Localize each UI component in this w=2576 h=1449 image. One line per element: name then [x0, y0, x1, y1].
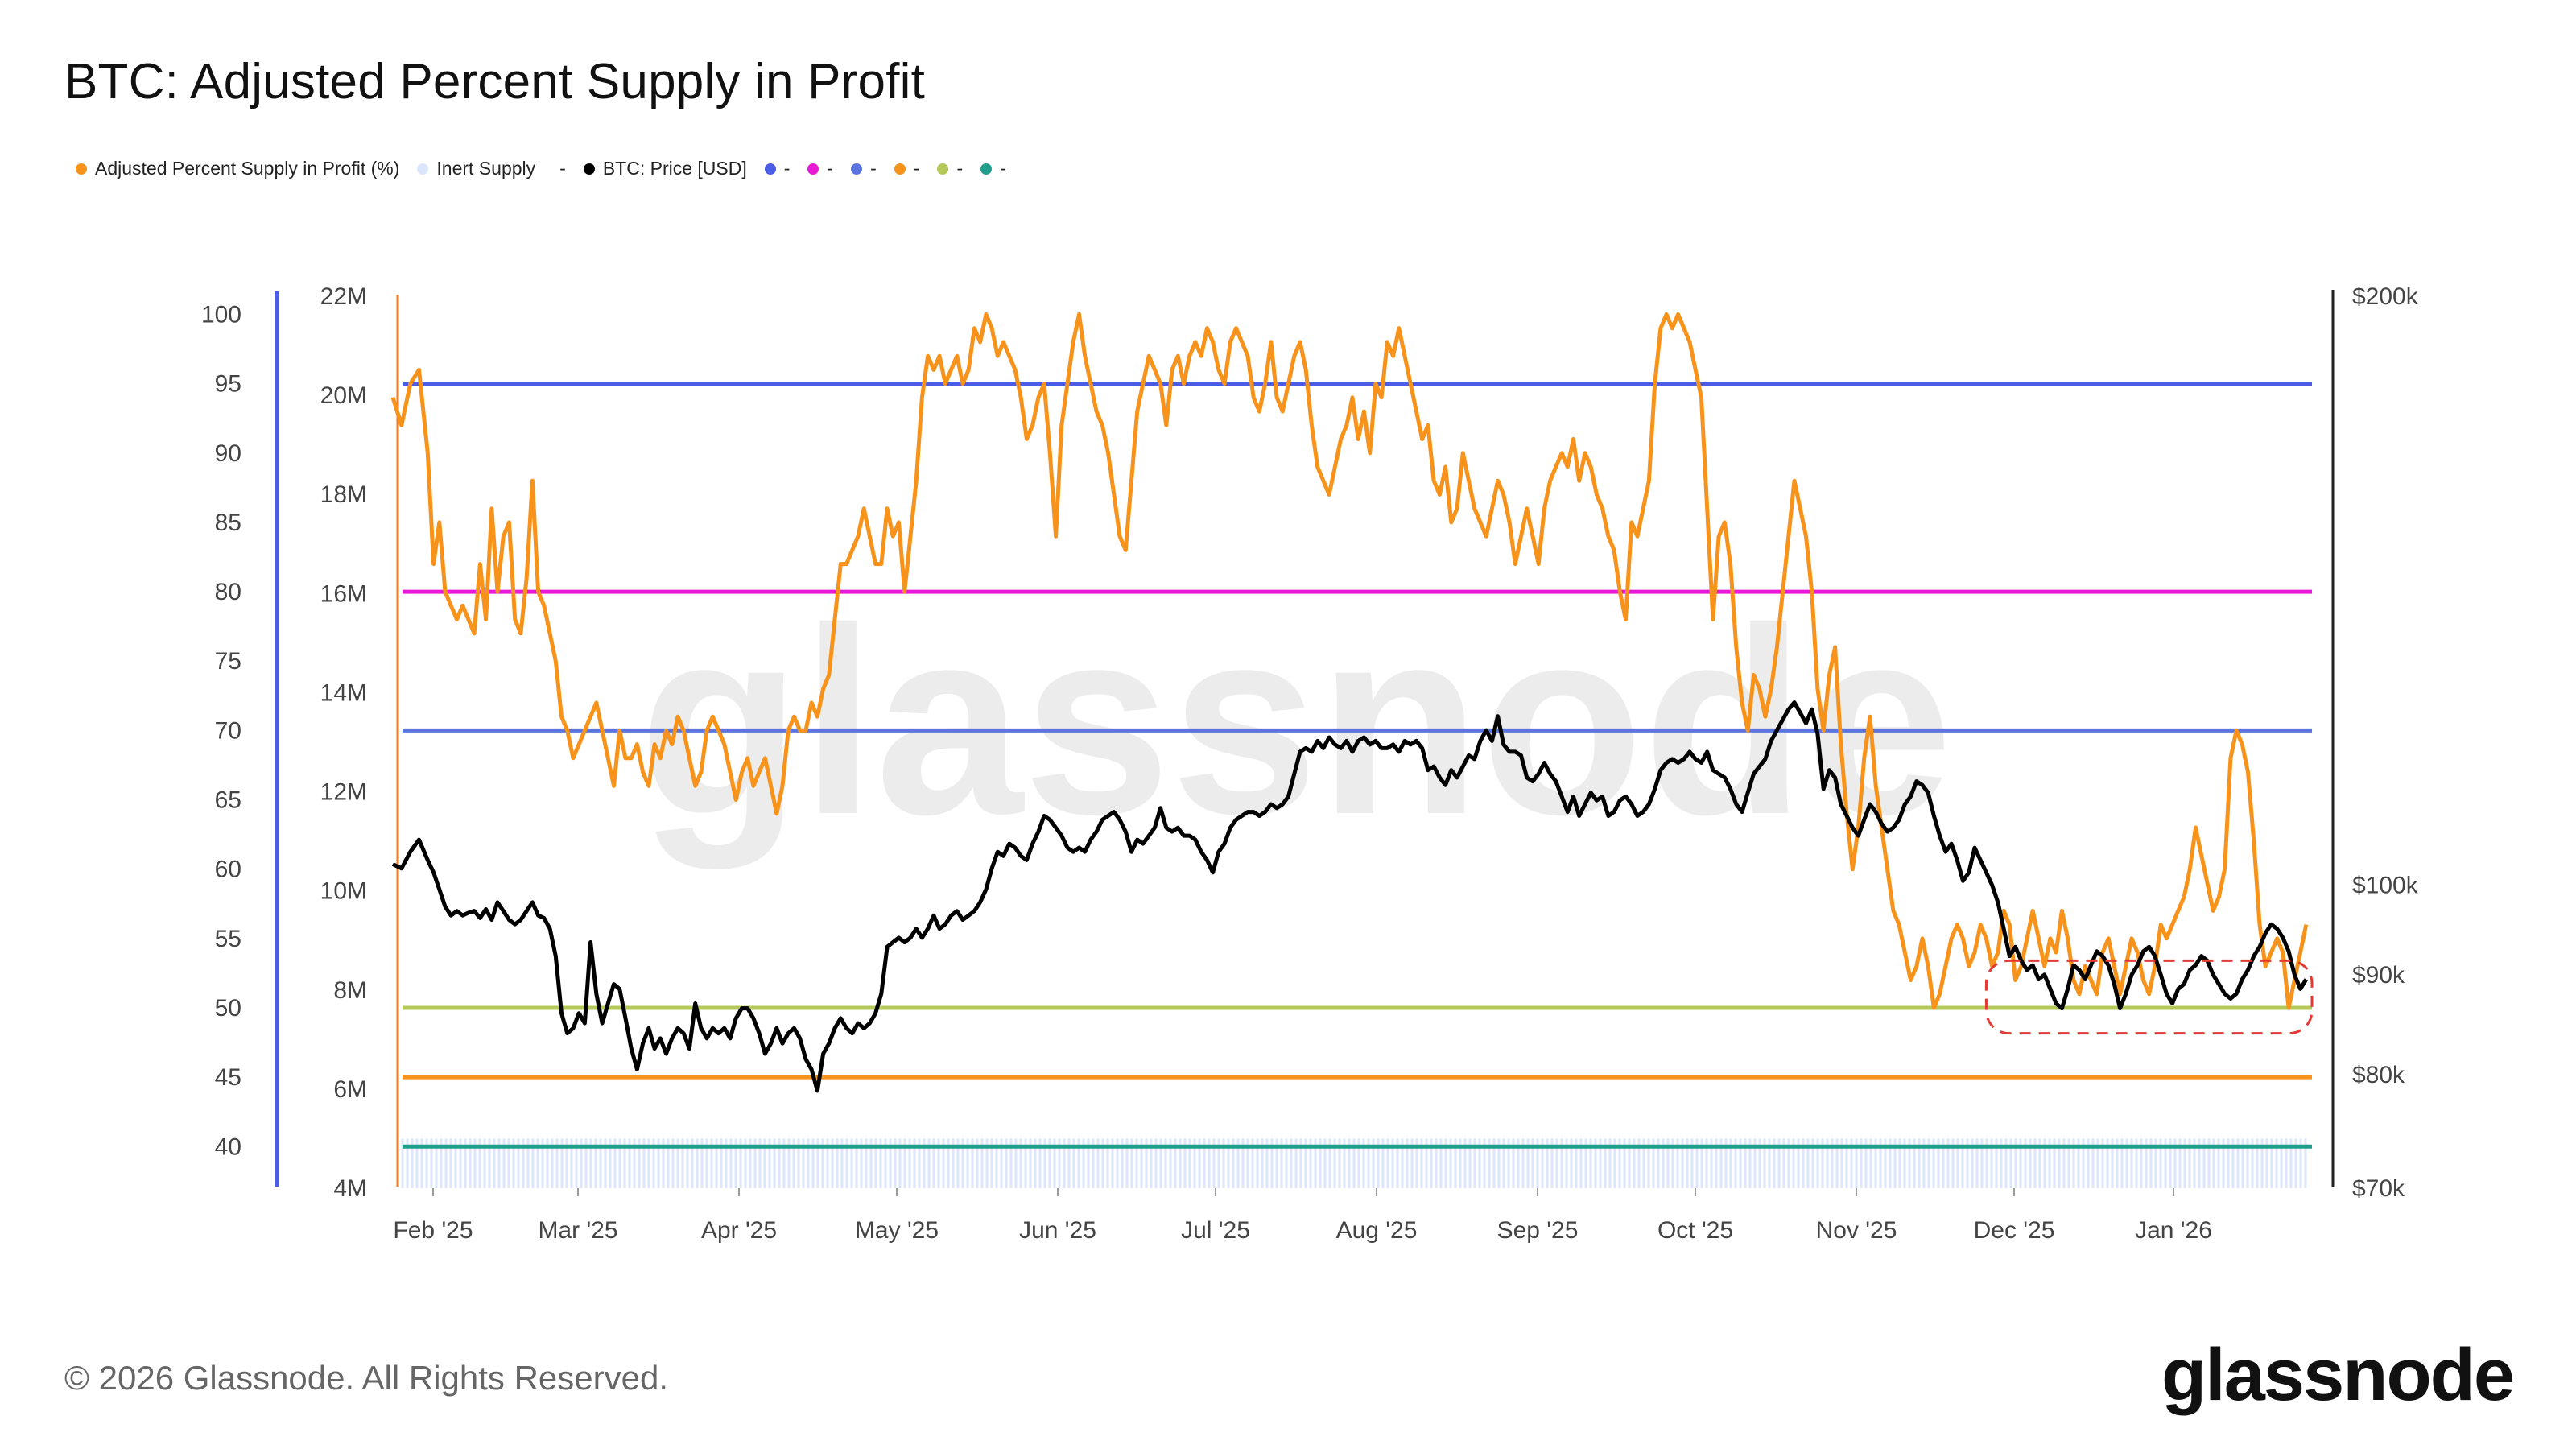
- tick-percent-55: 55: [215, 926, 242, 952]
- legend-dot-level-teal: [980, 163, 993, 175]
- tick-supply-4M: 4M: [333, 1175, 367, 1202]
- tick-percent-45: 45: [215, 1064, 242, 1091]
- chart-title: BTC: Adjusted Percent Supply in Profit: [64, 54, 926, 109]
- legend-label-level-teal: -: [1000, 158, 1006, 179]
- tick-price-80k: $80k: [2352, 1062, 2405, 1088]
- legend-label-level-orange: -: [913, 158, 920, 179]
- tick-percent-85: 85: [215, 510, 242, 536]
- tick-percent-60: 60: [215, 857, 242, 883]
- brand-logo: glassnode: [2161, 1334, 2515, 1416]
- legend-item-level-orange[interactable]: -: [894, 158, 920, 180]
- legend-dot-inert-supply: [417, 163, 429, 175]
- tick-x-9: Nov '25: [1816, 1217, 1897, 1244]
- annotation-dashed-box: [1984, 959, 2314, 1035]
- tick-percent-65: 65: [215, 787, 242, 814]
- legend-dot-level-green: [937, 163, 949, 175]
- legend-dot-level-orange: [894, 163, 906, 175]
- tick-x-11: Jan '26: [2135, 1217, 2212, 1244]
- legend-label-inert-supply: Inert Supply: [436, 158, 536, 179]
- legend-item-level-blue-2[interactable]: -: [851, 158, 877, 180]
- tick-supply-6M: 6M: [333, 1076, 367, 1103]
- tick-price-70k: $70k: [2352, 1175, 2405, 1202]
- legend-label-btc-price: BTC: Price [USD]: [602, 158, 747, 179]
- legend-label-level-magenta: -: [827, 158, 834, 179]
- legend-item-supply-profit[interactable]: Adjusted Percent Supply in Profit (%): [76, 158, 399, 180]
- tick-x-10: Dec '25: [1974, 1217, 2055, 1244]
- tick-percent-100: 100: [201, 301, 242, 328]
- tick-supply-20M: 20M: [320, 382, 367, 409]
- tick-percent-75: 75: [215, 648, 242, 675]
- horizontal-levels: [402, 382, 2312, 1149]
- copyright-footer: © 2026 Glassnode. All Rights Reserved.: [64, 1359, 669, 1397]
- tick-supply-16M: 16M: [320, 580, 367, 607]
- tick-price-90k: $90k: [2352, 962, 2405, 989]
- legend-item-blank[interactable]: -: [553, 158, 566, 180]
- tick-percent-70: 70: [215, 717, 242, 744]
- tick-percent-40: 40: [215, 1133, 242, 1160]
- legend-label-level-blue: -: [783, 158, 791, 179]
- tick-percent-50: 50: [215, 995, 242, 1022]
- tick-supply-10M: 10M: [320, 878, 367, 905]
- legend-item-inert-supply[interactable]: Inert Supply: [417, 158, 535, 180]
- legend-label-level-green: -: [956, 158, 964, 179]
- tick-x-6: Aug '25: [1336, 1217, 1418, 1244]
- tick-supply-12M: 12M: [320, 779, 367, 806]
- tick-x-1: Mar '25: [538, 1217, 617, 1244]
- tick-x-0: Feb '25: [393, 1217, 473, 1244]
- legend-dot-level-magenta: [807, 163, 819, 175]
- tick-x-4: Jun '25: [1019, 1217, 1096, 1244]
- tick-x-7: Sep '25: [1497, 1217, 1579, 1244]
- tick-percent-90: 90: [215, 440, 242, 467]
- tick-x-2: Apr '25: [701, 1217, 777, 1244]
- series-line-supply-in-profit: [390, 312, 2309, 1010]
- tick-percent-95: 95: [215, 371, 242, 398]
- legend-label-blank: -: [559, 158, 566, 179]
- legend-dot-supply-profit: [76, 163, 87, 175]
- axes: 100 95 90 85 80 75 70 65 60 55 50 45 40 22M 20M 18M 16M 1…: [201, 283, 2419, 1244]
- tick-supply-8M: 8M: [333, 977, 367, 1004]
- legend-item-level-magenta[interactable]: -: [807, 158, 833, 180]
- tick-supply-14M: 14M: [320, 679, 367, 706]
- legend-item-level-blue[interactable]: -: [764, 158, 791, 180]
- legend-dot-btc-price: [583, 163, 595, 175]
- tick-price-100k: $100k: [2352, 873, 2419, 899]
- tick-price-200k: $200k: [2352, 283, 2419, 310]
- legend-item-level-green[interactable]: -: [937, 158, 963, 180]
- legend-dot-level-blue-2: [851, 163, 863, 175]
- tick-supply-18M: 18M: [320, 481, 367, 508]
- legend-dot-level-blue: [764, 163, 776, 175]
- tick-x-5: Jul '25: [1181, 1217, 1250, 1244]
- series-layer: [390, 312, 2309, 1093]
- legend-label-supply-profit: Adjusted Percent Supply in Profit (%): [95, 158, 400, 179]
- legend-item-btc-price[interactable]: BTC: Price [USD]: [583, 158, 747, 180]
- tick-x-3: May '25: [855, 1217, 939, 1244]
- tick-x-8: Oct '25: [1657, 1217, 1733, 1244]
- series-line-btc-price: [391, 700, 2308, 1093]
- legend: Adjusted Percent Supply in Profit (%) In…: [76, 158, 1024, 180]
- legend-label-level-blue-2: -: [870, 158, 877, 179]
- tick-percent-80: 80: [215, 579, 242, 605]
- tick-supply-22M: 22M: [320, 283, 367, 310]
- legend-item-level-teal[interactable]: -: [980, 158, 1006, 180]
